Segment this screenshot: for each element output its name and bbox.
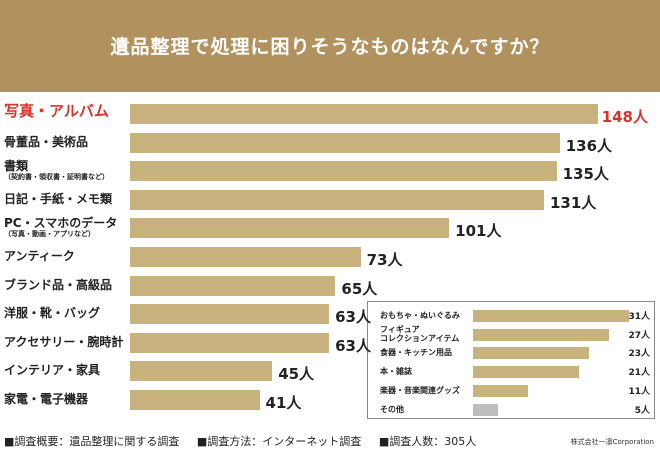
inset-bar	[473, 347, 589, 360]
inset-category-label: 本・雑誌	[380, 367, 412, 377]
inset-value-label: 23人	[628, 349, 650, 360]
category-label: PC・スマホのデータ （写真・動画・アプリなど）	[4, 217, 117, 239]
bar	[130, 390, 260, 410]
value-label: 63人	[335, 308, 371, 327]
bar	[130, 361, 273, 382]
footer: ■調査概要：遺品整理に関する調査 ■調査方法：インターネット調査 ■調査人数：3…	[4, 433, 490, 449]
category-text: 骨董品・美術品	[4, 134, 89, 149]
chart-title: 遺品整理で処理に困りそうなものはなんですか？	[110, 36, 550, 58]
bar	[130, 189, 544, 210]
category-text: アクセサリー・腕時計	[4, 334, 124, 349]
category-label: 骨董品・美術品	[4, 134, 89, 149]
value-label: 73人	[366, 251, 403, 269]
inset-bar	[473, 366, 579, 379]
footer-method: ■調査方法：インターネット調査	[196, 435, 362, 448]
category-text: 家電・電子機器	[4, 392, 89, 406]
inset-value-label: 21人	[628, 368, 650, 379]
value-label: 63人	[335, 336, 371, 355]
value-label: 41人	[265, 394, 302, 412]
value-label: 65人	[341, 279, 378, 298]
bar	[130, 304, 330, 325]
inset-bar	[473, 403, 499, 416]
bar	[130, 247, 361, 267]
inset-bar	[473, 310, 629, 322]
category-text: 洋服・靴・バッグ	[4, 306, 101, 321]
header-banner: 遺品整理で処理に困りそうなものはなんですか？	[0, 0, 660, 92]
category-label: アンティーク	[4, 250, 75, 263]
value-label: 135人	[562, 165, 609, 184]
category-label: 家電・電子機器	[4, 393, 88, 406]
value-label: 45人	[278, 365, 315, 384]
category-subtitle: （契約書・領収書・証明書など）	[4, 173, 109, 182]
value-label: 136人	[565, 136, 613, 155]
value-label: 131人	[549, 193, 597, 212]
category-subtitle: （写真・動画・アプリなど）	[4, 230, 95, 239]
inset-category-label: 楽器・音楽関連グッズ	[380, 385, 460, 395]
category-label: 洋服・靴・バッグ	[4, 307, 100, 320]
bar	[130, 104, 598, 124]
category-text: アンティーク	[4, 249, 75, 263]
inset-category-label: フィギュア コレクションアイテム	[380, 324, 460, 343]
bar	[130, 161, 557, 182]
inset-value-label: 31人	[628, 312, 650, 322]
inset-category-label: 食器・キッチン用品	[380, 348, 452, 358]
value-label: 148人	[601, 108, 648, 126]
inset-chart: おもちゃ・ぬいぐるみ 31人フィギュア コレクションアイテム 27人食器・キッチン用…	[367, 301, 655, 419]
category-label: 写真・アルバム	[4, 102, 109, 120]
inset-value-label: 5人	[634, 405, 650, 416]
category-label: インテリア・家具	[4, 364, 100, 377]
footer-overview: ■調査概要：遺品整理に関する調査	[4, 435, 180, 448]
inset-bar	[473, 328, 609, 341]
inset-bar	[473, 384, 529, 397]
inset-category-label: その他	[380, 404, 404, 414]
category-text: インテリア・家具	[4, 363, 101, 378]
category-text: 書類	[4, 159, 29, 174]
category-label: ブランド品・高級品	[4, 277, 113, 292]
bar	[130, 275, 336, 296]
value-label: 101人	[455, 222, 502, 241]
inset-category-label: おもちゃ・ぬいぐるみ	[380, 311, 460, 320]
bar	[130, 132, 560, 153]
bar	[130, 218, 450, 239]
inset-value-label: 27人	[628, 330, 650, 341]
category-text: 写真・アルバム	[4, 102, 109, 120]
category-text: PC・スマホのデータ	[4, 216, 118, 231]
category-label: 日記・手紙・メモ類	[4, 191, 113, 206]
category-text: 日記・手紙・メモ類	[4, 191, 113, 206]
bar	[130, 332, 330, 353]
category-label: アクセサリー・腕時計	[4, 334, 124, 349]
footer-count: ■調査人数：305人	[378, 435, 477, 448]
company-name: 株式会社一凛Corporation	[570, 438, 654, 446]
category-text: ブランド品・高級品	[4, 277, 113, 292]
category-label: 書類 （契約書・領収書・証明書など）	[4, 160, 109, 182]
inset-value-label: 11人	[628, 386, 650, 397]
